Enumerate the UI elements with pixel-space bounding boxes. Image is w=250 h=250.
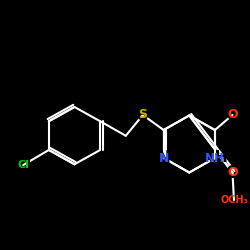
Text: NH: NH <box>205 152 225 164</box>
Text: Cl: Cl <box>17 160 29 170</box>
Text: O: O <box>225 106 240 124</box>
Text: Cl: Cl <box>15 158 31 172</box>
Text: S: S <box>137 106 149 124</box>
Text: O: O <box>227 166 238 179</box>
Text: S: S <box>138 108 147 122</box>
Text: N: N <box>157 149 170 167</box>
Text: N: N <box>158 152 169 164</box>
Text: OCH₃: OCH₃ <box>220 195 248 205</box>
Text: NH: NH <box>202 150 228 166</box>
Text: O: O <box>225 164 240 182</box>
Text: O: O <box>227 108 238 122</box>
